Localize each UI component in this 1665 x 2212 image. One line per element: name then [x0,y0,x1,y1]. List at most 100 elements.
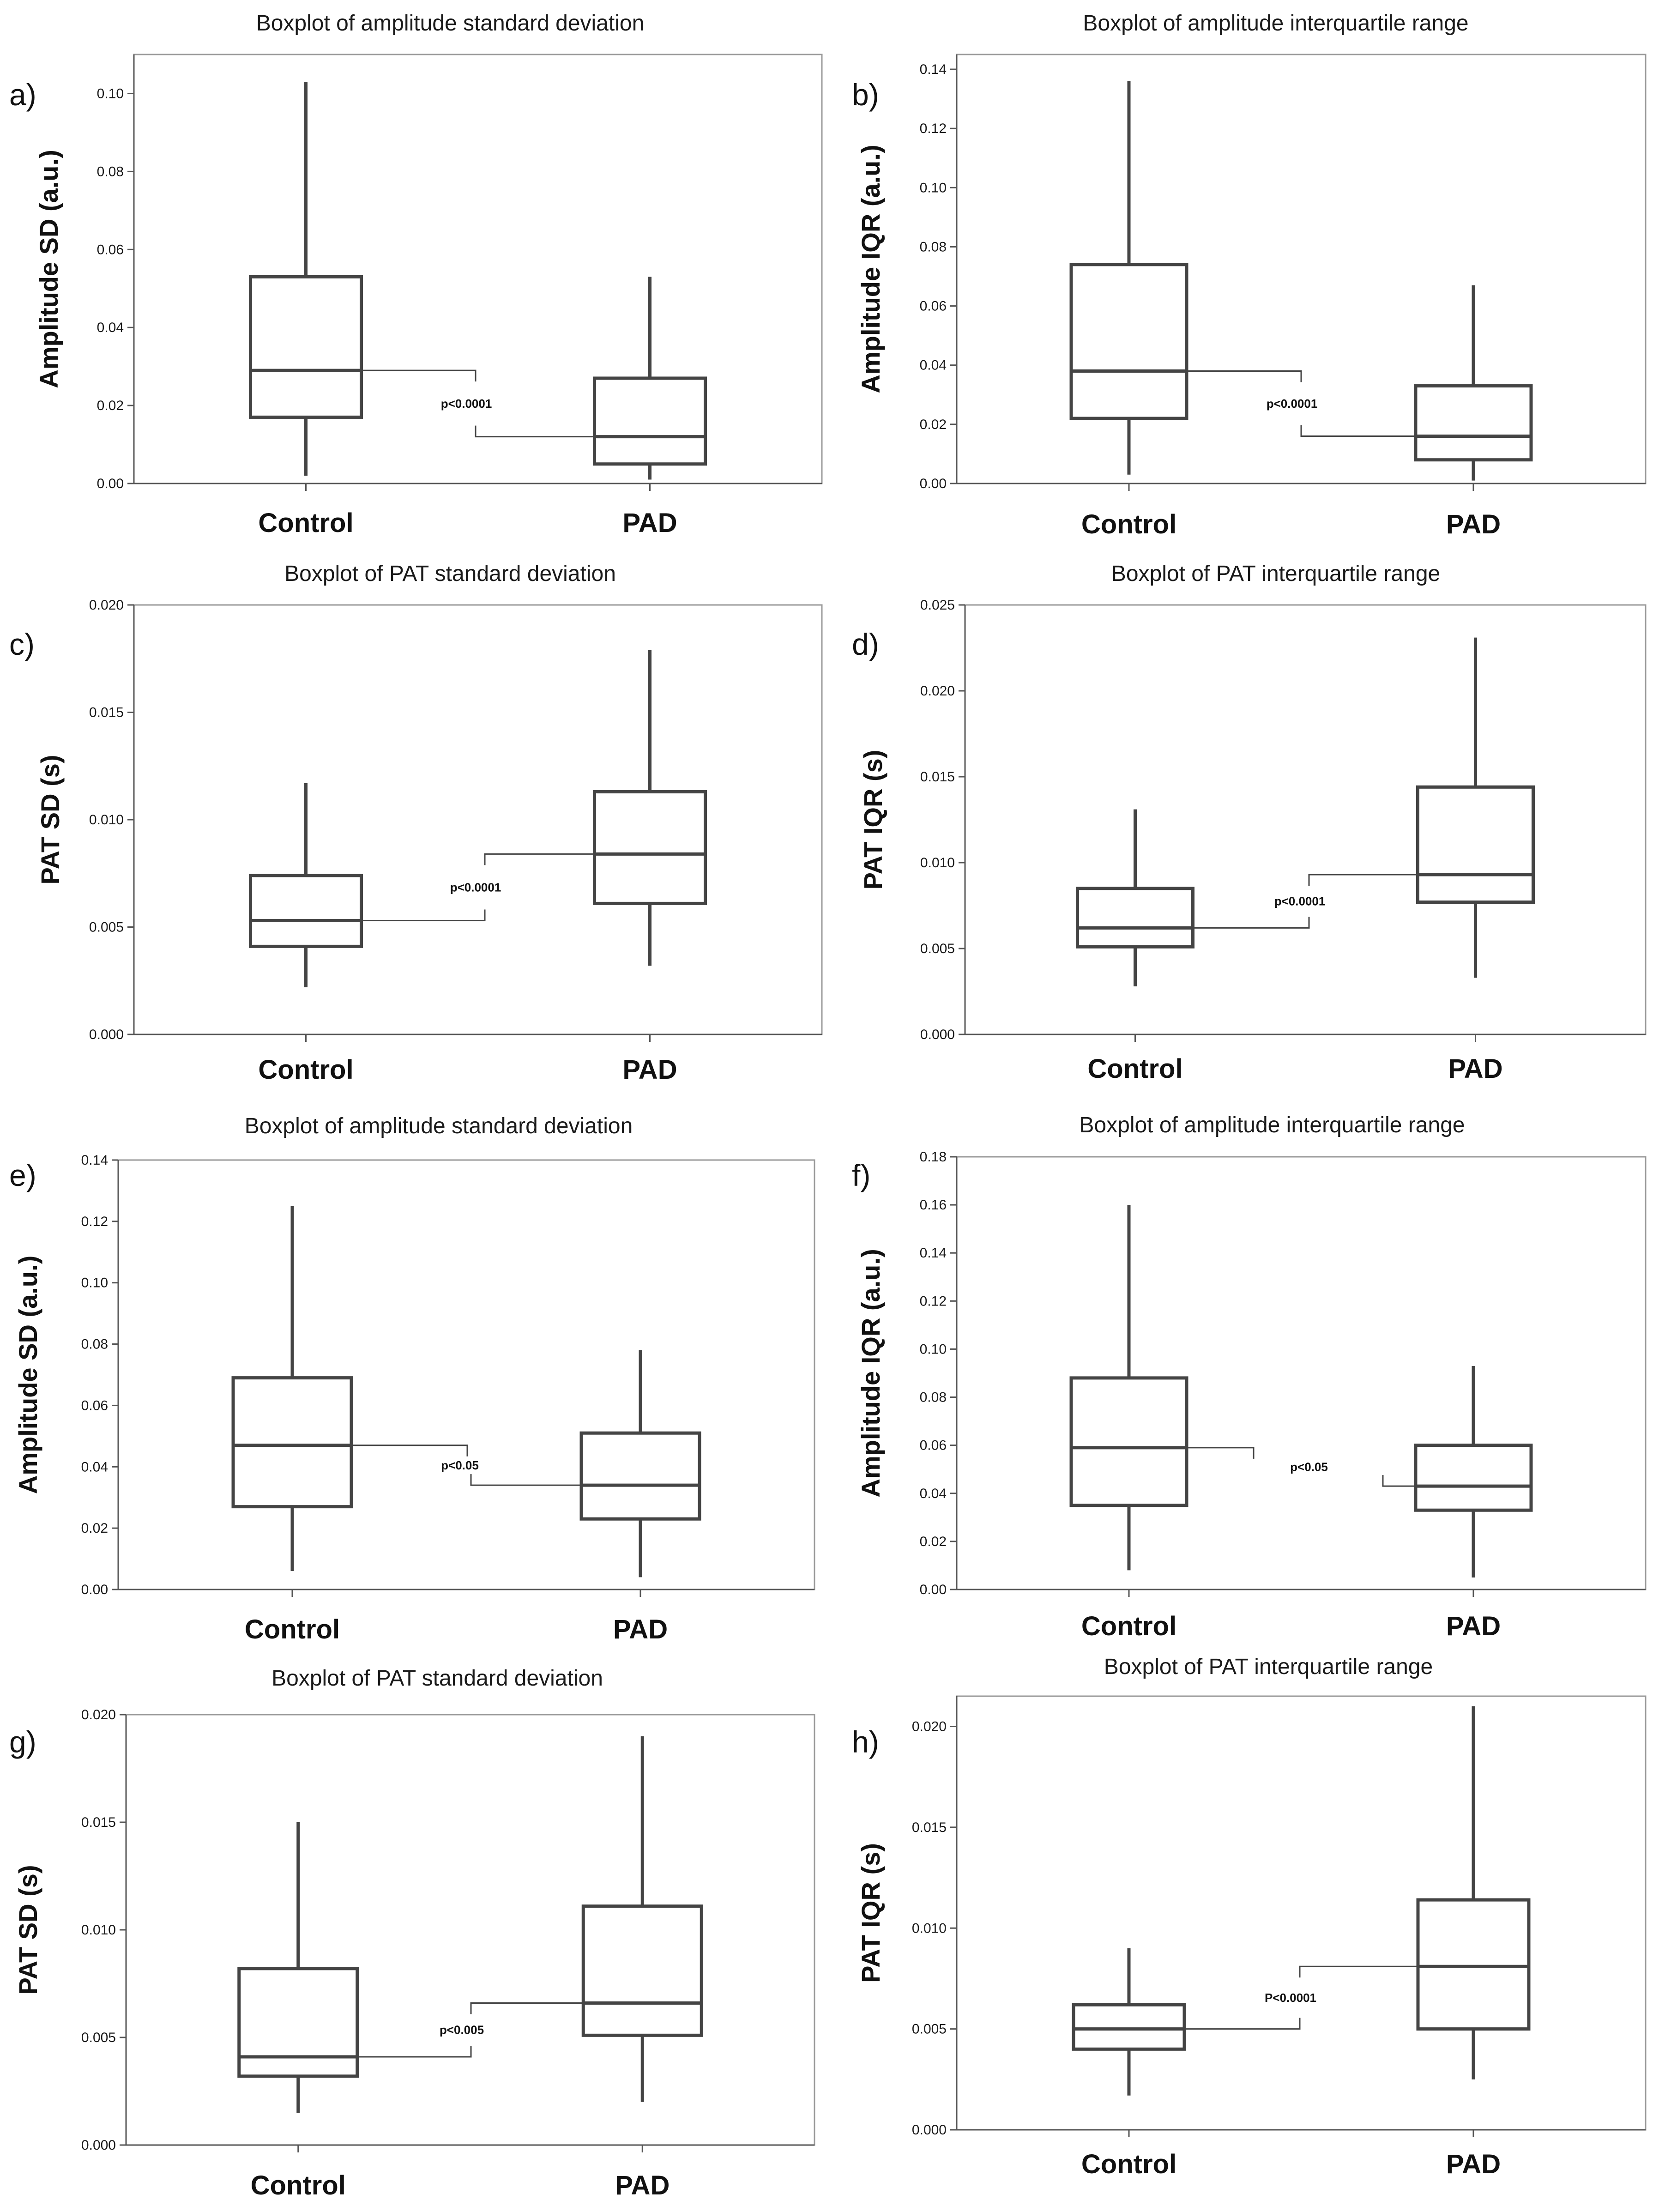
iqr-box [1414,384,1533,462]
significance-connector [484,853,595,865]
p-value-label: p<0.0001 [1274,894,1326,908]
y-axis-label: PAT IQR (s) [856,1843,885,1983]
y-tick-label: 0.00 [81,1582,108,1597]
panel-label: b) [852,78,879,112]
category-label: Control [1081,2149,1176,2179]
chart-title: Boxplot of amplitude standard deviation [245,1114,633,1138]
y-tick-label: 0.005 [81,2030,116,2045]
y-tick-label: 0.14 [81,1153,108,1168]
y-axis-label: PAT IQR (s) [858,750,887,890]
y-tick-label: 0.02 [920,1534,947,1549]
chart-title: Boxplot of PAT standard deviation [271,1666,603,1691]
iqr-box [1416,1898,1531,2031]
plot-frame [956,1156,1647,1590]
y-tick-label: 0.08 [920,239,947,254]
plot-frame [956,1695,1647,2131]
panel-label: e) [9,1158,36,1192]
category-label: PAD [1446,2149,1501,2179]
y-tick-label: 0.015 [912,1820,947,1835]
y-tick-label: 0.005 [912,2022,947,2037]
y-tick-label: 0.00 [920,476,947,491]
iqr-box [1414,1444,1533,1512]
y-tick-label: 0.010 [912,1921,947,1936]
y-axis-label: Amplitude IQR (a.u.) [856,1249,885,1497]
y-tick-label: 0.020 [89,598,124,613]
panel-label: f) [852,1158,870,1192]
iqr-box [1076,887,1194,949]
y-axis-label: PAT SD (s) [13,1865,42,1994]
y-tick-label: 0.005 [920,941,955,956]
iqr-box [1069,263,1188,420]
chart-title: Boxplot of amplitude interquartile range [1083,11,1468,36]
y-tick-label: 0.015 [81,1815,116,1830]
panel-label: h) [852,1725,879,1759]
y-tick-label: 0.020 [81,1707,116,1722]
category-label: Control [1087,1054,1182,1084]
y-tick-label: 0.000 [920,1027,955,1042]
category-label: Control [1081,509,1176,539]
y-tick-label: 0.015 [89,705,124,720]
y-tick-label: 0.005 [89,920,124,935]
category-label: Control [258,508,353,538]
y-tick-label: 0.04 [920,358,947,373]
p-value-label: p<0.005 [440,2023,484,2037]
category-label: Control [251,2170,346,2200]
significance-connector [1184,2018,1301,2030]
y-tick-label: 0.04 [97,320,124,335]
y-tick-label: 0.00 [97,476,124,491]
category-label: PAD [1446,1611,1501,1641]
y-tick-label: 0.08 [81,1337,108,1352]
plot-frame [964,604,1647,1035]
y-tick-label: 0.12 [920,1293,947,1309]
iqr-box [1072,2003,1186,2051]
y-tick-label: 0.06 [97,242,124,257]
significance-connector [1187,370,1302,382]
y-tick-label: 0.010 [89,812,124,828]
y-tick-label: 0.10 [920,1342,947,1357]
y-tick-label: 0.10 [97,86,124,101]
category-label: PAD [615,2170,670,2200]
p-value-label: p<0.05 [1290,1460,1328,1474]
panel-label: c) [9,627,35,661]
panel-label: a) [9,78,36,112]
y-tick-label: 0.02 [97,398,124,413]
y-tick-label: 0.10 [920,180,947,195]
y-axis-label: PAT SD (s) [36,755,65,884]
y-tick-label: 0.02 [81,1521,108,1536]
plot-frame [133,54,823,484]
y-tick-label: 0.010 [81,1922,116,1938]
significance-connector [1300,425,1416,437]
significance-connector [470,2002,584,2014]
chart-title: Boxplot of PAT interquartile range [1111,562,1440,586]
y-tick-label: 0.02 [920,417,947,432]
y-tick-label: 0.06 [81,1398,108,1413]
category-label: PAD [622,508,677,538]
iqr-box [1416,785,1535,904]
category-label: Control [1081,1611,1176,1641]
significance-connector [1382,1475,1416,1487]
iqr-box [1069,1376,1188,1507]
iqr-box [581,1904,703,2037]
significance-connector [357,2045,472,2058]
y-tick-label: 0.12 [81,1214,108,1229]
p-value-label: p<0.0001 [441,397,492,411]
significance-connector [361,909,486,922]
p-value-label: p<0.0001 [1267,397,1318,411]
chart-title: Boxplot of amplitude interquartile range [1079,1113,1465,1137]
category-label: PAD [1446,509,1501,539]
iqr-box [593,790,707,905]
iqr-box [237,1967,359,2078]
y-tick-label: 0.000 [89,1027,124,1042]
significance-connector [470,1474,581,1486]
y-tick-label: 0.10 [81,1275,108,1291]
y-tick-label: 0.16 [920,1197,947,1213]
y-tick-label: 0.08 [97,164,124,179]
y-tick-label: 0.010 [920,855,955,870]
y-tick-label: 0.06 [920,1438,947,1453]
p-value-label: P<0.0001 [1265,1991,1316,2005]
y-tick-label: 0.000 [912,2122,947,2138]
iqr-box [249,275,363,419]
chart-title: Boxplot of PAT interquartile range [1104,1655,1433,1679]
